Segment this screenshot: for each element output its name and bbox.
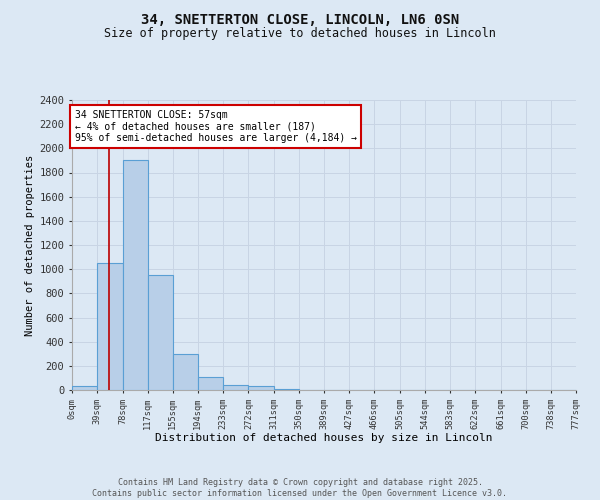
Bar: [248, 386, 274, 390]
Bar: [148, 275, 173, 390]
Text: 34, SNETTERTON CLOSE, LINCOLN, LN6 0SN: 34, SNETTERTON CLOSE, LINCOLN, LN6 0SN: [141, 12, 459, 26]
Bar: [223, 385, 248, 390]
Bar: [198, 376, 223, 390]
Text: Contains HM Land Registry data © Crown copyright and database right 2025.
Contai: Contains HM Land Registry data © Crown c…: [92, 478, 508, 498]
Bar: [97, 263, 122, 390]
Bar: [72, 386, 97, 390]
Bar: [173, 354, 198, 390]
Bar: [122, 160, 148, 390]
Y-axis label: Number of detached properties: Number of detached properties: [25, 154, 35, 336]
Text: Size of property relative to detached houses in Lincoln: Size of property relative to detached ho…: [104, 28, 496, 40]
X-axis label: Distribution of detached houses by size in Lincoln: Distribution of detached houses by size …: [155, 434, 493, 444]
Text: 34 SNETTERTON CLOSE: 57sqm
← 4% of detached houses are smaller (187)
95% of semi: 34 SNETTERTON CLOSE: 57sqm ← 4% of detac…: [74, 110, 356, 143]
